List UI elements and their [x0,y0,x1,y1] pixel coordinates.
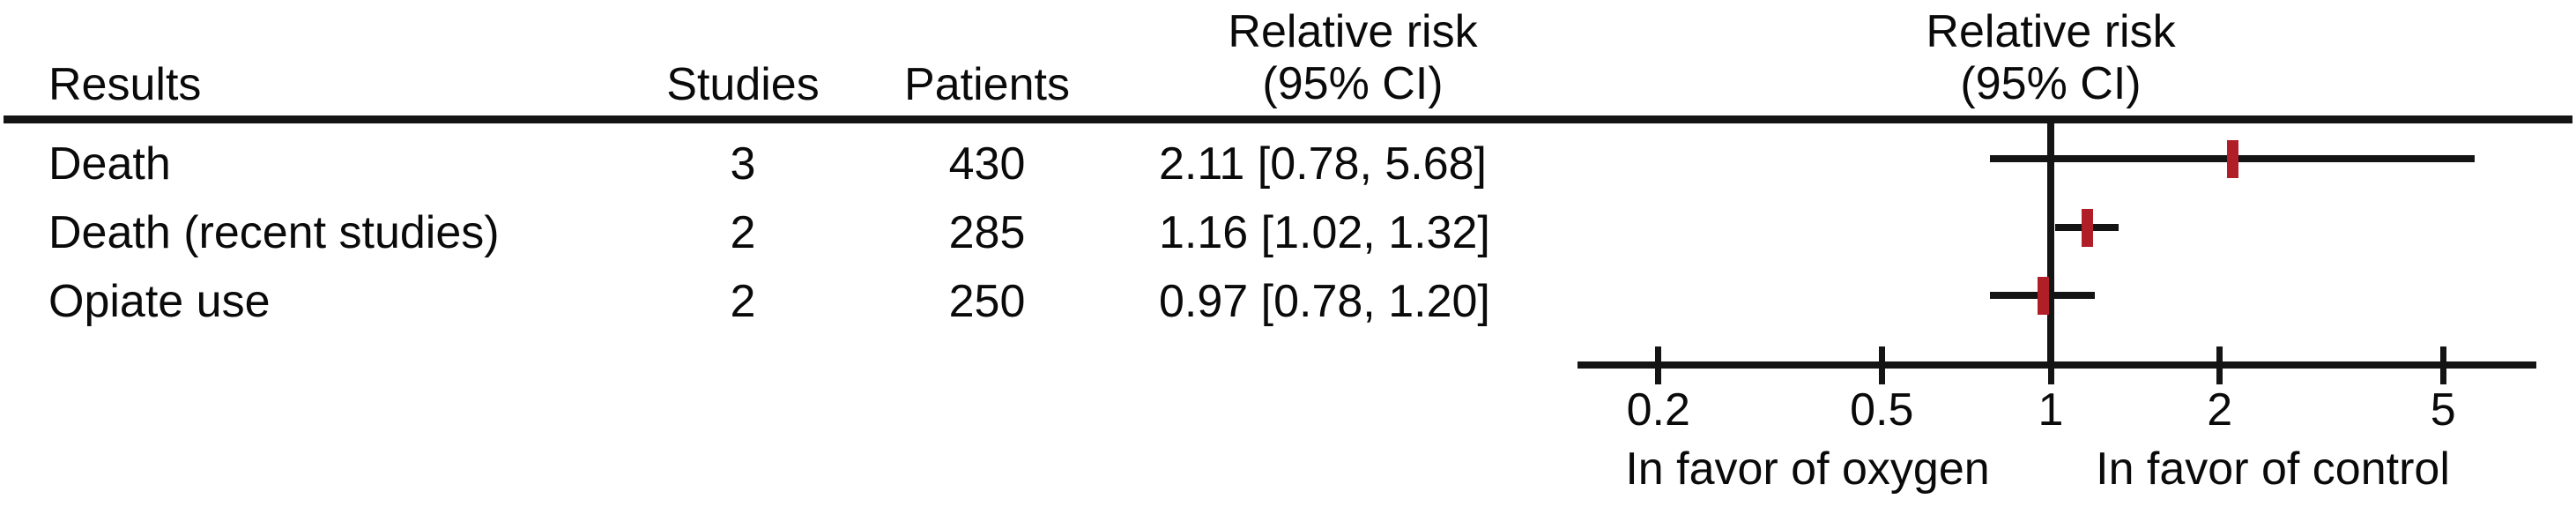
axis-tick [1655,346,1662,384]
axis-tick [2439,346,2446,384]
tick-label: 5 [2430,384,2456,436]
header-rule [4,115,2572,123]
tick-label: 2 [2207,384,2233,436]
axis-label-favor-oxygen: In favor of oxygen [1625,443,1990,495]
axis-tick [2047,346,2054,384]
rr-ci-cell: 2.11 [0.78, 5.68] [1159,138,1487,190]
studies-cell: 3 [730,138,756,190]
rr-marker [2227,139,2239,178]
patients-cell: 430 [948,138,1026,190]
col-header-studies: Studies [666,59,820,110]
col-header-rr-line2: (95% CI) [1262,58,1444,109]
tick-label: 1 [2038,384,2064,436]
studies-cell: 2 [730,207,756,258]
tick-label: 0.2 [1626,384,1690,436]
rr-marker [2081,208,2093,247]
col-header-results: Results [48,59,202,110]
result-cell: Opiate use [48,276,271,327]
axis-tick [1878,346,1885,384]
rr-ci-cell: 0.97 [0.78, 1.20] [1159,276,1490,327]
result-cell: Death [48,138,171,190]
patients-cell: 250 [948,276,1026,327]
col-header-patients: Patients [904,59,1070,110]
plot-header-line2: (95% CI) [1960,58,2142,109]
plot-header-line1: Relative risk [1926,6,2176,57]
rr-ci-cell: 1.16 [1.02, 1.32] [1159,207,1490,258]
studies-cell: 2 [730,276,756,327]
result-cell: Death (recent studies) [48,207,500,258]
col-header-rr-line1: Relative risk [1228,6,1478,57]
axis-line [1578,361,2536,369]
axis-label-favor-control: In favor of control [2096,443,2450,495]
rr-marker [2038,276,2050,315]
reference-line [2047,123,2054,365]
patients-cell: 285 [948,207,1026,258]
axis-tick [2216,346,2223,384]
tick-label: 0.5 [1850,384,1914,436]
